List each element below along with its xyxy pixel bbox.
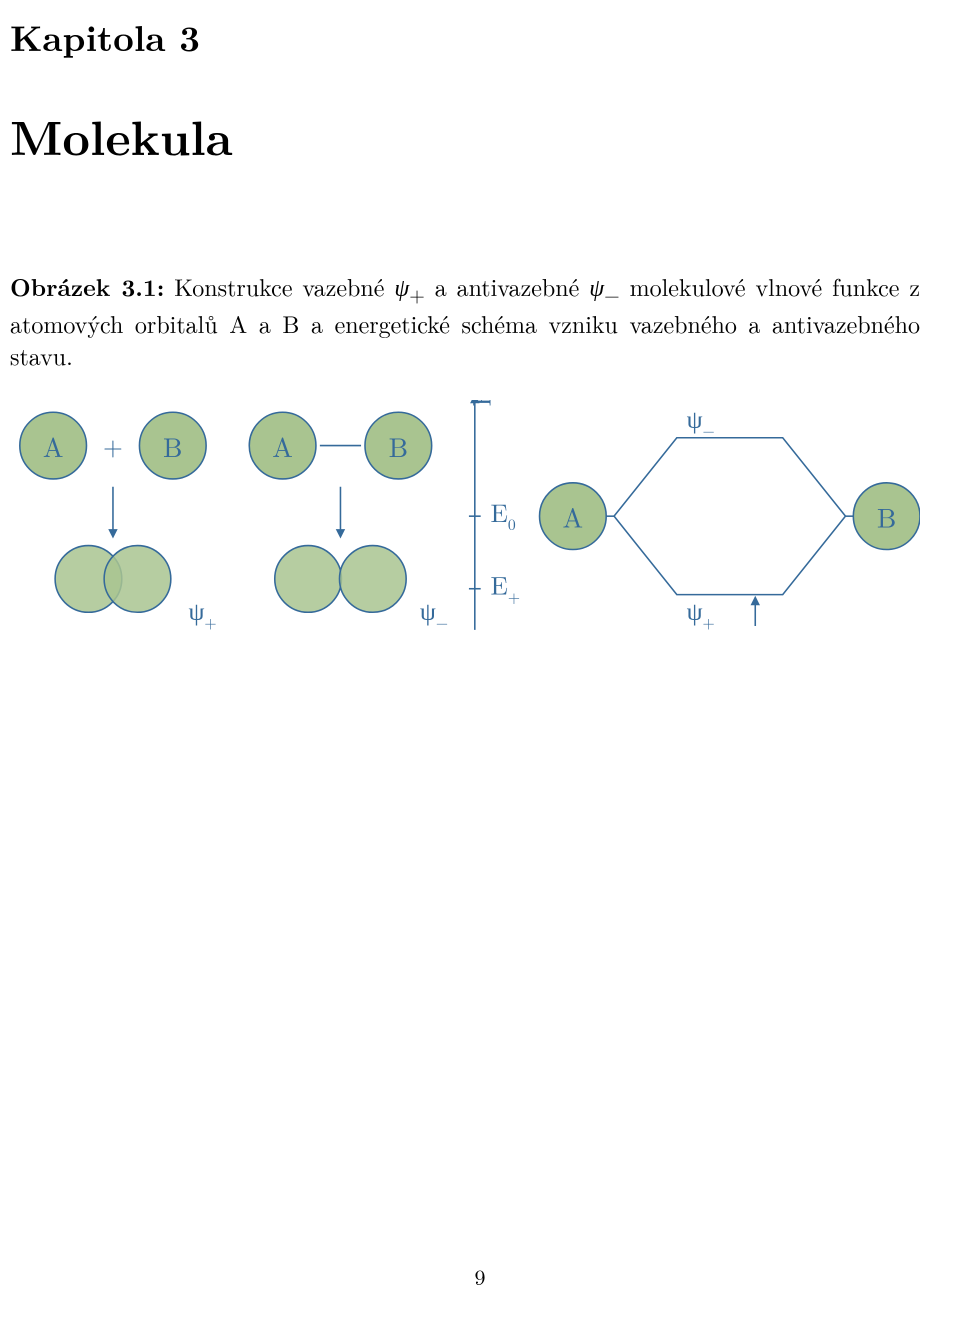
mid-label-a: A (272, 426, 293, 465)
chapter-label: Kapitola 3 (10, 10, 920, 62)
caption-prefix: Obrázek 3.1: (10, 270, 164, 304)
right-psi-minus-sym: ψ (687, 400, 703, 436)
mid-psi-minus-sym: ψ (420, 592, 436, 628)
right-psi-plus: ψ+ (687, 592, 715, 633)
mid-overlap-circle-1 (275, 545, 342, 612)
left-overlap-circle-2 (104, 545, 171, 612)
figure-caption: Obrázek 3.1: Konstrukce vazebné ψ+ a ant… (10, 270, 920, 372)
left-label-b: B (163, 426, 182, 465)
mid-label-b: B (389, 426, 408, 465)
energy-label-eplus-sub: + (508, 584, 520, 607)
energy-hexagon (614, 437, 845, 594)
mid-overlap-circle-2 (339, 545, 406, 612)
orbital-diagram: A B + ψ+ A B ψ− E E0 E+ (10, 400, 920, 650)
energy-label-e0-e: E (490, 494, 507, 530)
energy-label-eplus-e: E (490, 566, 507, 602)
right-psi-minus: ψ− (687, 400, 715, 441)
caption-text-2: a antivazebné (425, 269, 589, 303)
caption-text-1: Konstrukce vazebné (164, 269, 394, 303)
left-plus-sign: + (103, 427, 123, 463)
mid-psi-minus: ψ− (420, 592, 448, 633)
caption-psi-minus-sub: − (604, 279, 620, 308)
energy-axis-label-e: E (462, 400, 498, 406)
mid-psi-minus-sub: − (436, 610, 448, 633)
right-psi-plus-sym: ψ (687, 592, 703, 628)
energy-label-eplus: E+ (490, 566, 520, 607)
energy-label-e0: E0 (490, 494, 515, 535)
left-psi-plus-sym: ψ (188, 592, 204, 628)
caption-psi-minus: ψ (589, 269, 604, 303)
left-psi-plus-sub: + (204, 610, 216, 633)
chapter-title: Molekula (10, 102, 920, 170)
left-psi-plus: ψ+ (188, 592, 216, 633)
right-label-a: A (563, 496, 584, 535)
caption-psi-plus-sub: + (409, 279, 425, 308)
right-psi-plus-sub: + (703, 610, 715, 633)
right-psi-minus-sub: − (703, 417, 715, 440)
left-label-a: A (43, 426, 64, 465)
caption-psi-plus: ψ (394, 269, 409, 303)
right-label-b: B (877, 496, 896, 535)
page-number: 9 (0, 1261, 960, 1292)
energy-label-e0-sub: 0 (508, 511, 516, 534)
